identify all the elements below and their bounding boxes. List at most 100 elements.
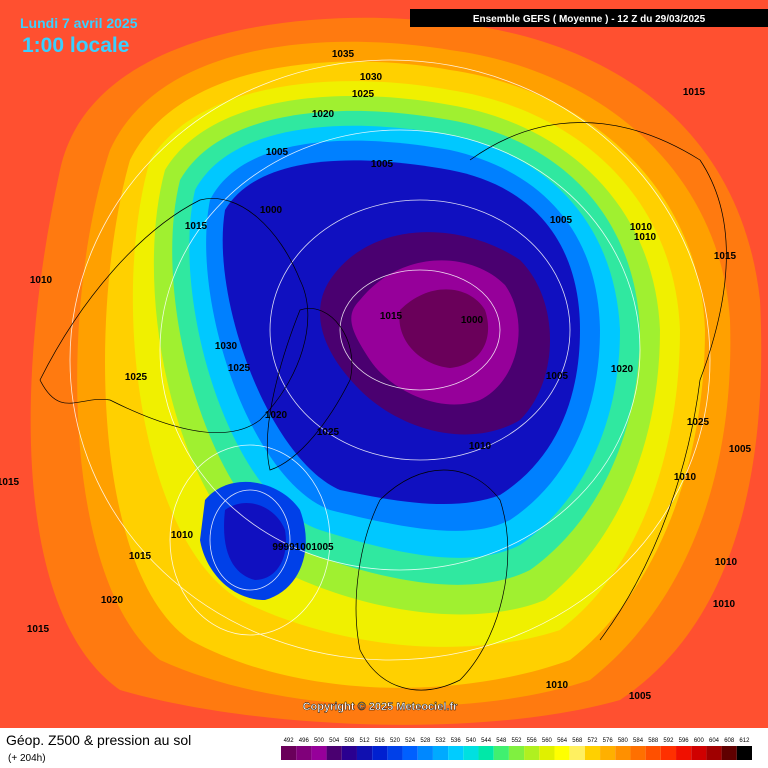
run-banner — [410, 9, 768, 27]
colorbar-label: 544 — [481, 738, 492, 744]
colorbar-label: 596 — [679, 738, 690, 744]
colorbar-label: 608 — [724, 738, 735, 744]
isobar-label: 1020 — [265, 410, 288, 421]
isobars — [69, 59, 711, 661]
isobar-label: 1010 — [674, 472, 697, 483]
colorbar-cell — [630, 746, 646, 760]
isobar-label: 1015 — [683, 87, 706, 98]
isobar-label: 99991001005 — [272, 542, 334, 553]
colorbar-label: 564 — [557, 738, 568, 744]
isobar-label: 1025 — [687, 417, 710, 428]
isobar-label: 1020 — [312, 109, 335, 120]
colorbar-cell — [539, 746, 555, 760]
colorbar-label: 568 — [572, 738, 583, 744]
colorbar-cell — [569, 746, 585, 760]
colorbar-cell — [281, 746, 297, 760]
isobar-label: 1015 — [185, 221, 208, 232]
colorbar-label: 516 — [375, 738, 386, 744]
coastlines — [39, 122, 727, 691]
colorbar-cell — [676, 746, 692, 760]
isobar-label: 1000 — [461, 315, 484, 326]
colorbar-cell — [600, 746, 616, 760]
isobar-label: 1010 — [30, 275, 53, 286]
colorbar-label: 576 — [603, 738, 614, 744]
isobar-label: 1010 — [546, 680, 569, 691]
isobar-label: 1010 — [715, 557, 738, 568]
colorbar: 492 496 500 504 508 512 516 520 524 528 532 536 540 5… — [281, 738, 752, 760]
footer-title: Géop. Z500 & pression au sol — [6, 732, 191, 748]
colorbar-label: 500 — [314, 738, 325, 744]
isobar-label: 1015 — [714, 251, 737, 262]
isobar-label: 1005 — [546, 371, 569, 382]
colorbar-label: 540 — [466, 738, 477, 744]
isobar-label: 1020 — [611, 364, 634, 375]
copyright: Copyright © 2025 Meteociel.fr — [303, 701, 459, 713]
colorbar-cell — [554, 746, 570, 760]
isobar-label: 1010 — [469, 441, 492, 452]
colorbar-cell — [417, 746, 433, 760]
isobar-label: 1005 — [266, 147, 289, 158]
isobar-label: 1025 — [317, 427, 340, 438]
isobar-label: 1005 — [729, 444, 752, 455]
colorbar-cell — [736, 746, 752, 760]
isobar-label: 1020 — [101, 595, 124, 606]
isobar-label: 1030 — [360, 72, 383, 83]
date-label: Lundi 7 avril 2025 — [20, 15, 138, 31]
colorbar-cell — [706, 746, 722, 760]
colorbar-cell — [584, 746, 601, 760]
colorbar-label: 552 — [511, 738, 522, 744]
isobar-label: 1015 — [129, 551, 152, 562]
colorbar-cell — [402, 746, 418, 760]
isobar-label: 1010 — [634, 232, 657, 243]
colorbar-label: 524 — [405, 738, 416, 744]
footer-lead: (+ 204h) — [8, 753, 46, 764]
time-label: 1:00 locale — [22, 34, 129, 57]
run-info: Ensemble GEFS ( Moyenne ) - 12 Z du 29/0… — [473, 14, 706, 25]
isobar-label: 1025 — [125, 372, 148, 383]
isobar-label: 1010 — [171, 530, 194, 541]
colorbar-label: 592 — [663, 738, 674, 744]
colorbar-label: 588 — [648, 738, 659, 744]
colorbar-cell — [387, 746, 403, 760]
colorbar-label: 600 — [694, 738, 705, 744]
colorbar-cell — [524, 746, 540, 760]
colorbar-cell — [326, 746, 342, 760]
colorbar-label: 584 — [633, 738, 644, 744]
colorbar-cell — [691, 746, 707, 760]
isobar-label: 1025 — [228, 363, 251, 374]
isobar-label: 1015 — [27, 624, 50, 635]
colorbar-label: 560 — [542, 738, 553, 744]
colorbar-cell — [660, 746, 677, 760]
colorbar-label: 556 — [527, 738, 538, 744]
isobar-labels: 1035 1030 1025 1020 1005 1005 1000 1015 1010 1015… — [0, 49, 752, 702]
colorbar-label: 548 — [496, 738, 507, 744]
isobar-label: 1010 — [713, 599, 736, 610]
isobar-label: 1010 — [630, 222, 653, 233]
colorbar-cell — [356, 746, 373, 760]
isobar-label: 1005 — [371, 159, 394, 170]
isobar-label: 1015 — [0, 477, 20, 488]
isobar-label: 1035 — [332, 49, 355, 60]
isobar-label: 1005 — [629, 691, 652, 702]
colorbar-cell — [721, 746, 737, 760]
colorbar-cell — [372, 746, 388, 760]
colorbar-label: 612 — [739, 738, 750, 744]
colorbar-label: 580 — [618, 738, 629, 744]
colorbar-cell — [508, 746, 525, 760]
colorbar-label: 528 — [420, 738, 431, 744]
colorbar-label: 536 — [451, 738, 462, 744]
isobar-label: 1000 — [260, 205, 283, 216]
colorbar-cell — [478, 746, 494, 760]
isobar-label: 1015 — [380, 311, 403, 322]
colorbar-label: 496 — [299, 738, 310, 744]
colorbar-label: 508 — [344, 738, 355, 744]
isobar-label: 1005 — [550, 215, 573, 226]
colorbar-label: 504 — [329, 738, 340, 744]
colorbar-cell — [311, 746, 327, 760]
colorbar-cell — [448, 746, 464, 760]
colorbar-cell — [296, 746, 312, 760]
isobar-label: 1025 — [352, 89, 375, 100]
colorbar-cell — [645, 746, 661, 760]
colorbar-label: 492 — [284, 738, 295, 744]
